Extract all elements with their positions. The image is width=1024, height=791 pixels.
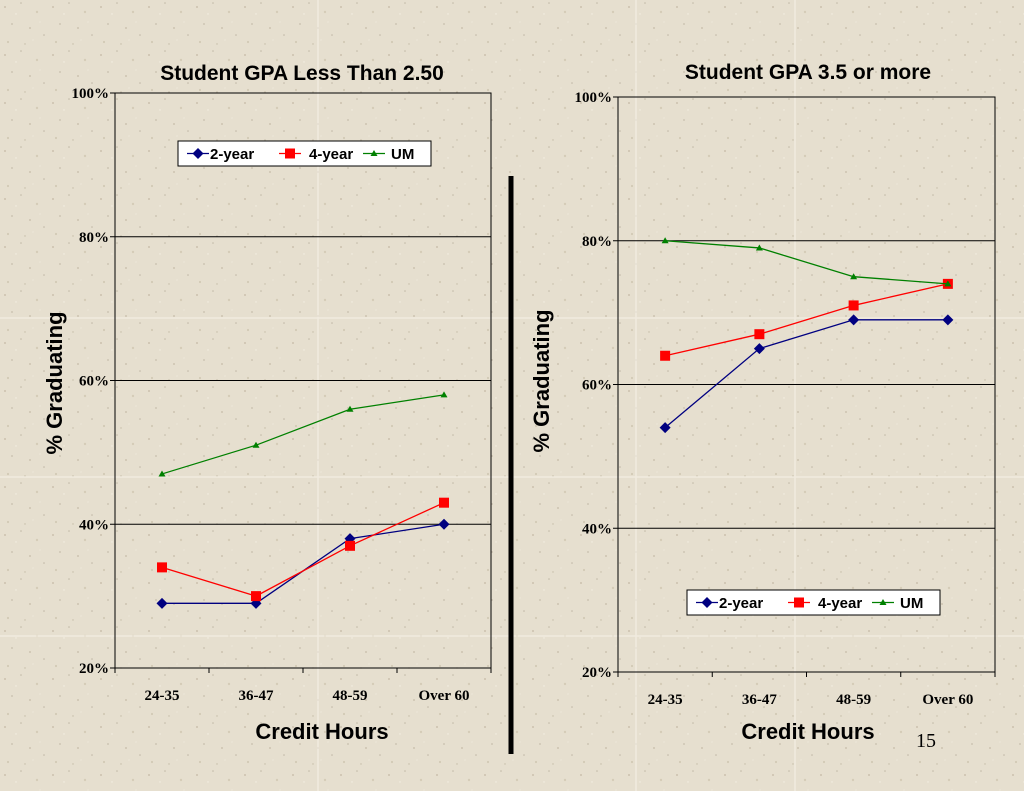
x-tick-label: 24-35 (648, 692, 683, 708)
data-point (848, 314, 860, 326)
data-point (848, 300, 859, 311)
y-tick-label: 80% (582, 234, 612, 250)
x-tick-label: 48-59 (836, 692, 871, 708)
series-line-4-year (664, 283, 949, 357)
data-point (439, 497, 449, 508)
data-point (661, 237, 669, 244)
data-point (157, 562, 167, 573)
data-point (755, 244, 763, 251)
y-tick-label: 60% (79, 374, 109, 390)
data-point (251, 591, 261, 602)
series-line-2-year (664, 319, 948, 429)
data-point (659, 422, 671, 434)
series-group (156, 391, 450, 609)
x-axis-label: Credit Hours (255, 719, 388, 744)
data-point (753, 343, 765, 355)
chart-gpa-less-than-2-50: Student GPA Less Than 2.50 % Graduating … (42, 62, 492, 744)
x-tick-label: 36-47 (239, 688, 274, 704)
legend-marker (701, 597, 713, 608)
data-point (850, 273, 858, 280)
legend-marker (192, 148, 204, 159)
legend-label: UM (900, 595, 923, 612)
data-point (942, 314, 954, 326)
legend-label: 4-year (309, 146, 353, 163)
legend-marker (879, 599, 887, 605)
page-number: 15 (916, 730, 936, 752)
series-group (659, 237, 954, 434)
y-tick-label: 60% (582, 378, 612, 394)
y-tick-label: 20% (79, 661, 109, 677)
y-tick-label: 40% (582, 521, 612, 537)
y-tick-label: 80% (79, 230, 109, 246)
y-tick-label: 40% (79, 517, 109, 533)
data-point (158, 470, 166, 477)
data-point (252, 441, 260, 448)
legend: 2-year 4-year UM (686, 589, 941, 616)
legend-label: 2-year (210, 146, 254, 163)
data-point (345, 540, 355, 551)
x-axis-label: Credit Hours (741, 719, 874, 744)
data-point (944, 280, 952, 287)
data-point (156, 597, 168, 609)
gridlines (115, 236, 491, 525)
axis-ticks: 20% 40% 60% 80% 100% 24-35 36-47 48-59 Over 60 (72, 86, 492, 704)
y-tick-label: 100% (575, 90, 613, 106)
data-point (438, 518, 450, 530)
legend-marker (285, 148, 295, 159)
legend-box (177, 140, 432, 167)
x-tick-label: Over 60 (419, 688, 470, 704)
legend: 2-year 4-year UM (177, 140, 432, 167)
legend-box (686, 589, 941, 616)
series-line-um (665, 240, 948, 285)
x-tick-label: 36-47 (742, 692, 777, 708)
data-point (346, 405, 354, 412)
data-point (440, 391, 448, 398)
x-tick-label: Over 60 (922, 692, 973, 708)
y-tick-label: 100% (72, 86, 110, 102)
legend-label: 4-year (818, 595, 862, 612)
legend-label: 2-year (719, 595, 763, 612)
chart-title: Student GPA Less Than 2.50 (160, 62, 444, 85)
axis-ticks: 20% 40% 60% 80% 100% 24-35 36-47 48-59 Over 60 (575, 90, 996, 708)
data-point (660, 350, 671, 361)
x-tick-label: 48-59 (333, 688, 368, 704)
y-axis-label: % Graduating (529, 309, 554, 452)
data-point (754, 329, 765, 340)
y-tick-label: 20% (582, 665, 612, 681)
gridlines (618, 240, 995, 529)
legend-label: UM (391, 146, 414, 163)
legend-marker (370, 150, 378, 156)
series-line-4-year (161, 502, 445, 597)
legend-marker (794, 597, 804, 608)
chart-gpa-3-5-or-more: Student GPA 3.5 or more % Graduating Cre… (529, 61, 996, 744)
series-line-um (161, 394, 445, 475)
chart-title: Student GPA 3.5 or more (685, 61, 931, 84)
x-tick-label: 24-35 (145, 688, 180, 704)
y-axis-label: % Graduating (42, 311, 67, 454)
